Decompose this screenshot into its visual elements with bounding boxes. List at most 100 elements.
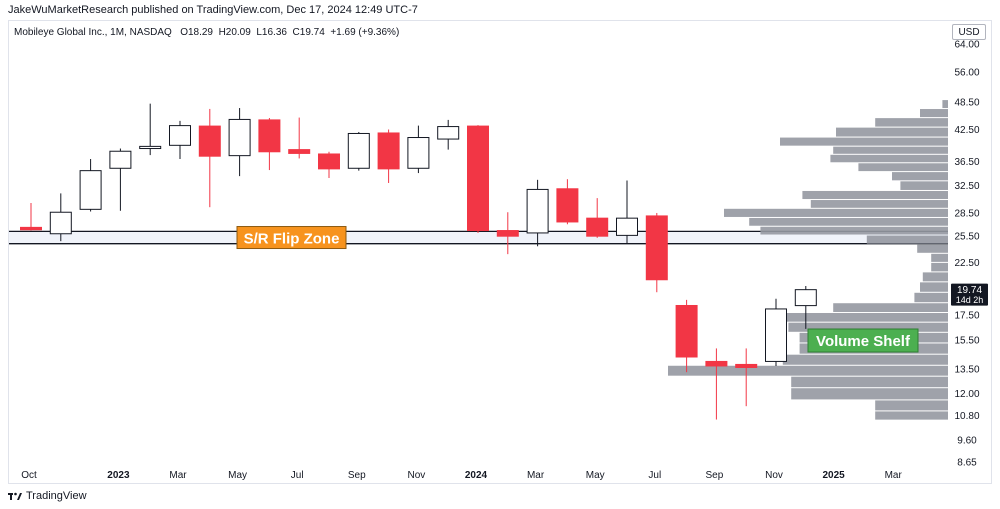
volume-profile-bar — [802, 190, 948, 200]
volume-profile-bar — [791, 376, 948, 388]
volume-profile-bar — [833, 303, 948, 313]
legend-low: L16.36 — [256, 27, 287, 38]
sr-flip-zone-label: S/R Flip Zone — [244, 231, 340, 248]
x-tick-label: Mar — [169, 470, 187, 481]
legend-close: C19.74 — [292, 27, 325, 38]
y-tick-label: 15.50 — [954, 336, 979, 347]
legend-change: +1.69 (+9.36%) — [330, 27, 400, 38]
volume-profile-bar — [917, 244, 948, 253]
footer-brand[interactable]: TradingView — [8, 490, 87, 502]
candle-body — [705, 360, 728, 367]
volume-profile-bar — [900, 181, 948, 190]
volume-profile-bar — [875, 411, 948, 420]
y-tick-label: 8.65 — [957, 458, 977, 469]
candle-body — [377, 132, 400, 170]
x-tick-label: Nov — [765, 470, 783, 481]
x-tick-label: May — [586, 470, 605, 481]
last-price-badge — [951, 283, 988, 306]
y-tick-label: 36.50 — [954, 157, 979, 168]
volume-profile-bar — [788, 322, 948, 332]
y-tick-label: 25.50 — [954, 232, 979, 243]
volume-profile-bar — [931, 253, 948, 262]
brand-name: TradingView — [26, 490, 87, 502]
bar-countdown: 14d 2h — [956, 295, 984, 305]
legend-high: H20.09 — [218, 27, 251, 38]
volume-profile-bar — [760, 226, 948, 235]
x-tick-label: 2024 — [465, 470, 488, 481]
symbol-name: Mobileye Global Inc., 1M, NASDAQ — [14, 27, 172, 38]
volume-profile — [668, 100, 948, 420]
currency-button[interactable]: USD — [952, 24, 986, 40]
legend-open: O18.29 — [180, 27, 213, 38]
y-tick-label: 12.00 — [954, 389, 979, 400]
candle-body — [645, 215, 668, 281]
candle-body — [556, 188, 579, 223]
candles — [20, 103, 817, 420]
candle-body — [318, 153, 340, 170]
volume-profile-bar — [782, 354, 948, 365]
volume-profile-bar — [920, 109, 948, 118]
published-line: JakeWuMarketResearch published on Tradin… — [8, 4, 418, 16]
candle-body — [586, 217, 609, 237]
y-tick-label: 13.50 — [954, 365, 979, 376]
candle-body — [407, 137, 430, 169]
volume-profile-bar — [810, 200, 948, 208]
volume-profile-bar — [724, 208, 948, 217]
volume-profile-bar — [749, 217, 948, 226]
candle-body — [258, 119, 281, 153]
x-tick-label: Mar — [885, 470, 903, 481]
x-axis: Oct 2023 Mar May Jul Sep Nov 2024 Mar May Jul Sep No… — [21, 470, 902, 481]
volume-profile-bar — [914, 292, 948, 303]
y-tick-label: 64.00 — [954, 40, 979, 51]
volume-profile-bar — [833, 146, 948, 154]
x-tick-label: Jul — [291, 470, 304, 481]
x-tick-label: Sep — [348, 470, 366, 481]
volume-profile-bar — [830, 154, 948, 163]
x-tick-label: May — [228, 470, 247, 481]
candle-body — [467, 125, 489, 232]
candle-body — [347, 132, 370, 169]
volume-shelf-label-box — [807, 328, 919, 353]
candle-body — [79, 170, 102, 210]
candle-body — [169, 125, 191, 146]
volume-profile-bar — [791, 388, 948, 400]
x-tick-label: 2025 — [822, 470, 845, 481]
y-axis: 64.00 56.00 48.50 42.50 36.50 32.50 28.50 25.50… — [954, 40, 979, 469]
volume-profile-bar — [866, 235, 948, 244]
symbol-legend: Mobileye Global Inc., 1M, NASDAQ O18.29 … — [14, 27, 399, 38]
x-tick-label: Mar — [527, 470, 545, 481]
x-tick-label: Oct — [21, 470, 37, 481]
volume-profile-bar — [836, 127, 948, 137]
chart-pane[interactable] — [8, 20, 992, 484]
candle-body — [526, 188, 549, 234]
volume-profile-bar — [780, 137, 948, 146]
y-tick-label: 10.80 — [954, 411, 979, 422]
volume-profile-bar — [931, 262, 948, 272]
candle-body — [198, 125, 221, 157]
candle-body — [675, 304, 698, 358]
y-tick-label: 9.60 — [957, 436, 977, 447]
last-price-value: 19.74 — [957, 285, 982, 296]
y-tick-label: 42.50 — [954, 125, 979, 136]
x-tick-label: Nov — [408, 470, 426, 481]
candle-body — [228, 118, 251, 157]
y-tick-label: 17.50 — [954, 310, 979, 321]
candle-body — [288, 149, 311, 154]
volume-profile-bar — [875, 118, 948, 127]
volume-profile-bar — [858, 163, 948, 172]
volume-profile-bar — [892, 172, 948, 181]
candle-body — [616, 217, 638, 236]
volume-profile-bar — [780, 313, 948, 322]
y-tick-label: 56.00 — [954, 67, 979, 78]
candle-body — [49, 211, 72, 235]
y-tick-label: 48.50 — [954, 97, 979, 108]
volume-profile-bar — [922, 272, 948, 282]
candle-body — [20, 226, 42, 231]
volume-shelf-label: Volume Shelf — [816, 333, 911, 350]
candle-body — [794, 289, 817, 307]
volume-profile-bar — [668, 365, 948, 376]
y-tick-label: 22.50 — [954, 258, 979, 269]
x-tick-label: 2023 — [107, 470, 130, 481]
